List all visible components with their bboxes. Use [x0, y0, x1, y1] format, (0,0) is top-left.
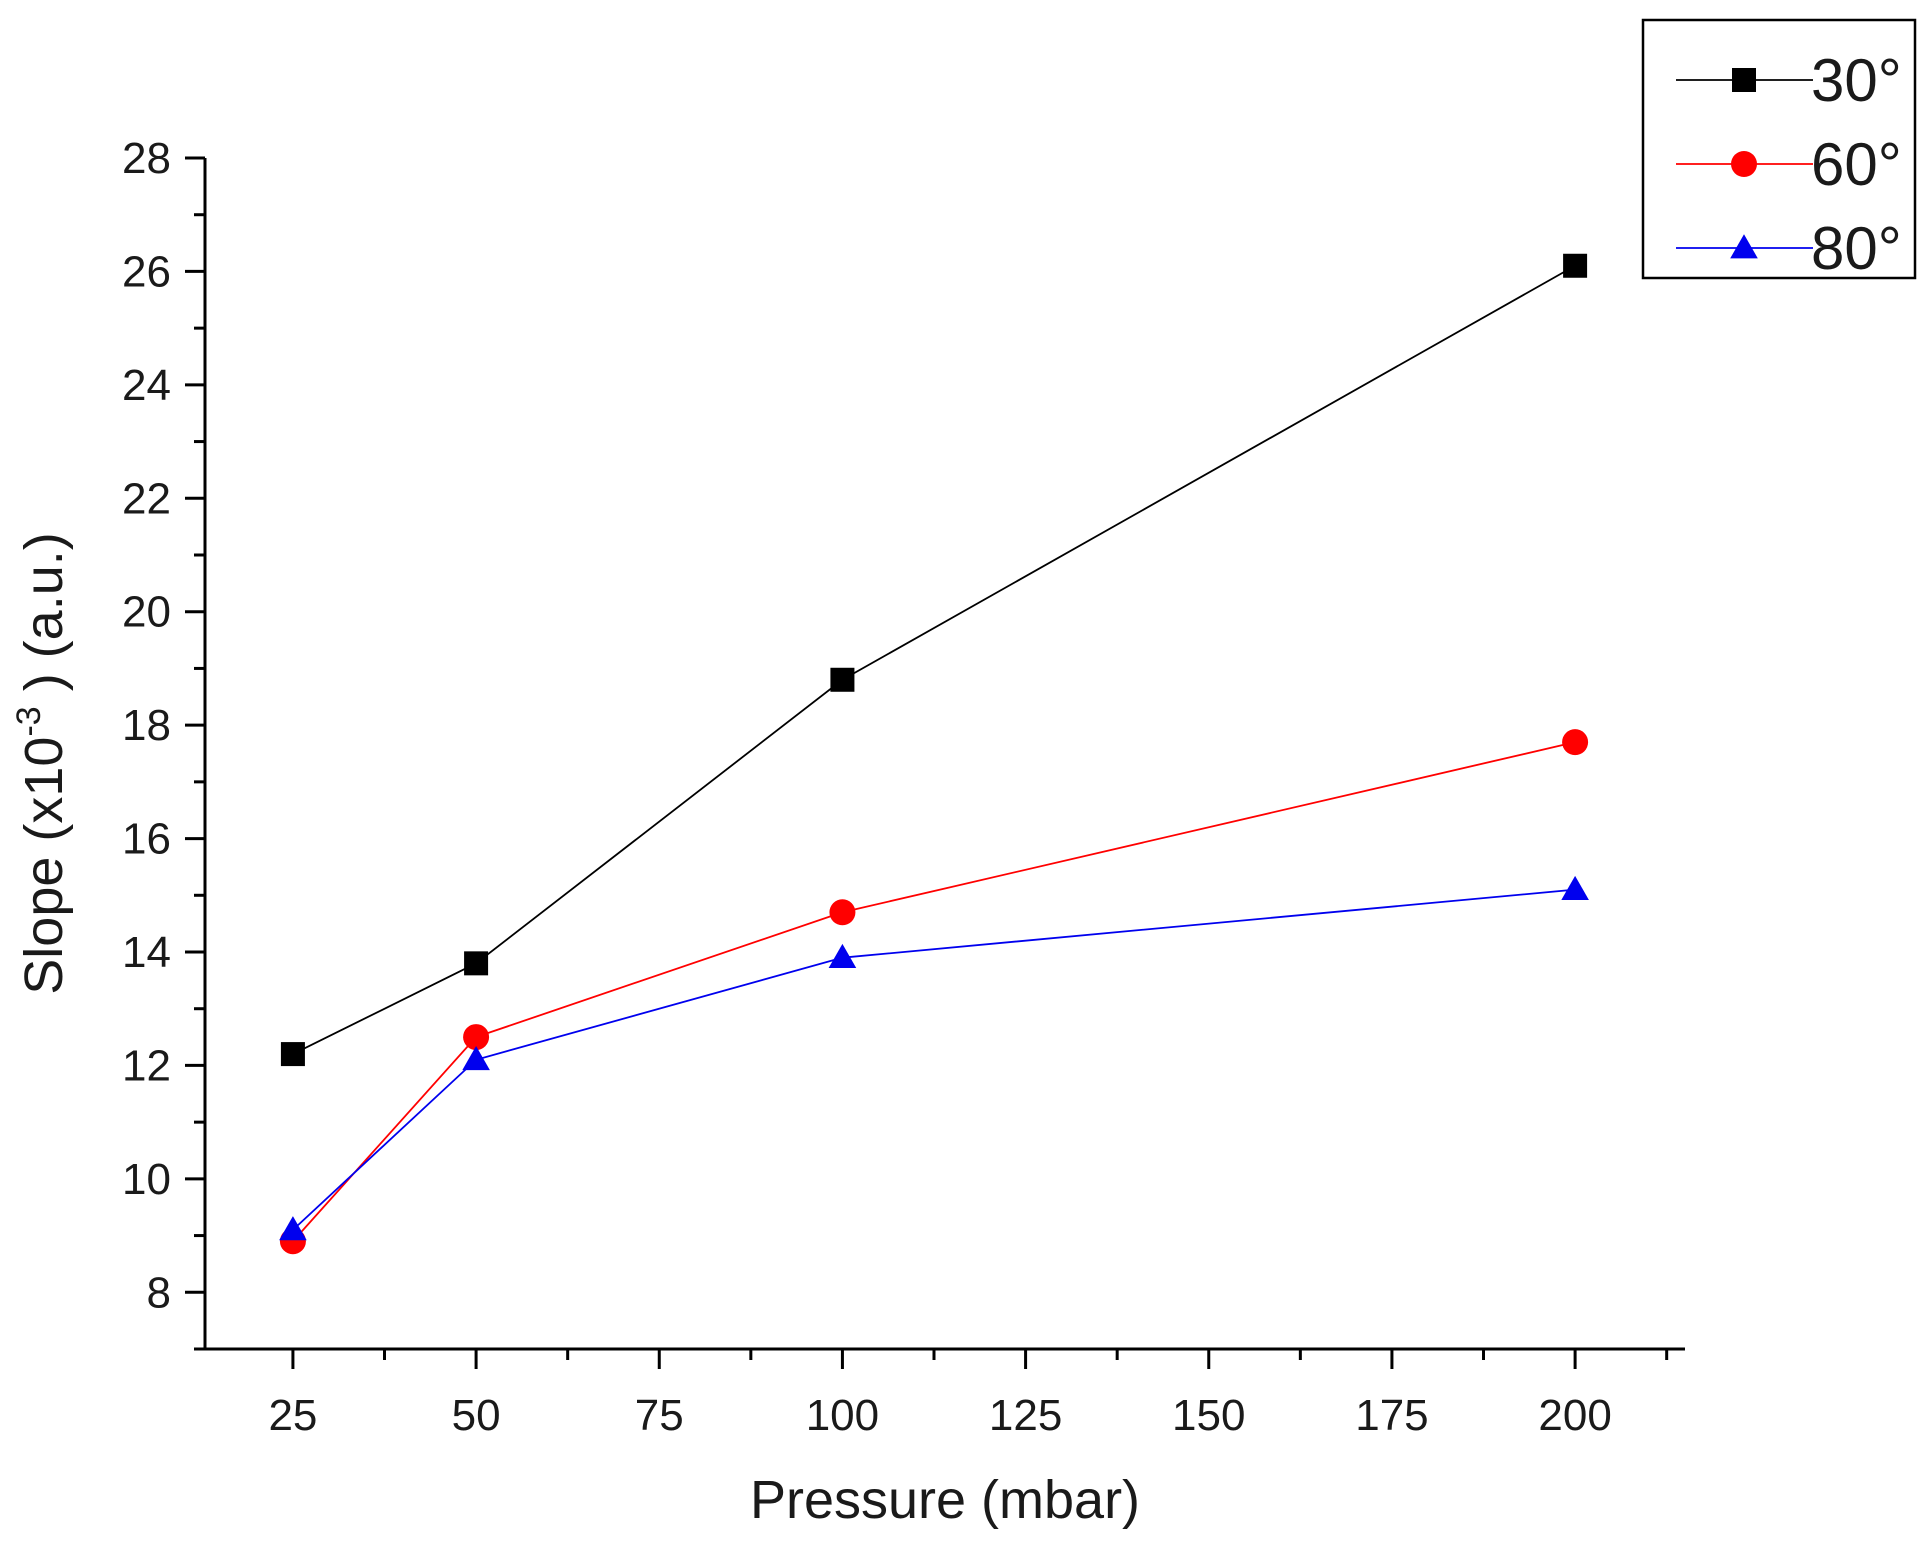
y-tick-label: 12 [122, 1041, 171, 1090]
legend-label: 60° [1811, 131, 1902, 198]
x-axis-ticks: 25 50 75 100 125 150 175 200 [268, 1349, 1669, 1440]
legend-item: 80° [1676, 215, 1902, 282]
series-layer [279, 253, 1589, 1255]
series-line [292, 264, 1576, 1055]
x-tick-label: 50 [452, 1391, 501, 1440]
axes [203, 158, 1685, 1351]
x-tick-label: 200 [1538, 1391, 1611, 1440]
y-axis-title-prefix: Slope (x10 [14, 737, 74, 995]
data-point [464, 951, 489, 976]
y-tick-label: 8 [147, 1268, 171, 1317]
y-tick-label: 26 [122, 247, 171, 296]
x-tick-label: 125 [989, 1391, 1062, 1440]
y-axis-ticks: 8 10 12 14 16 18 20 22 24 26 28 [122, 134, 205, 1351]
x-tick-label: 100 [806, 1391, 879, 1440]
x-axis-title: Pressure (mbar) [750, 1470, 1140, 1530]
series-3 [279, 875, 1589, 1241]
data-point [828, 943, 857, 969]
y-axis-title-exponent: -3 [10, 706, 48, 736]
y-tick-label: 24 [122, 361, 171, 410]
legend-item: 30° [1676, 47, 1902, 114]
data-point [462, 1045, 490, 1071]
x-tick-label: 75 [635, 1391, 684, 1440]
data-point [1561, 875, 1589, 900]
data-point [280, 1042, 305, 1067]
y-tick-label: 10 [122, 1155, 171, 1204]
legend-box [1641, 18, 1917, 280]
y-axis-title: Slope (x10-3 ) (a.u.) [10, 532, 74, 994]
y-tick-label: 18 [122, 701, 171, 750]
series-1 [280, 253, 1588, 1067]
y-tick-label: 14 [122, 928, 171, 977]
data-point [279, 1216, 307, 1241]
legend-item: 60° [1676, 131, 1902, 198]
data-point [463, 1024, 490, 1051]
y-tick-label: 20 [122, 588, 171, 637]
series-line [292, 888, 1576, 1231]
legend-label: 30° [1811, 47, 1902, 114]
series-line [292, 741, 1576, 1242]
data-point [1731, 151, 1757, 177]
y-tick-label: 28 [122, 134, 171, 183]
y-tick-label: 22 [122, 474, 171, 523]
x-tick-label: 175 [1355, 1391, 1428, 1440]
data-point [829, 899, 856, 926]
data-point [830, 667, 855, 692]
series-2 [279, 729, 1589, 1255]
legend-label: 80° [1811, 215, 1902, 282]
data-point [1562, 729, 1589, 756]
data-point [1730, 234, 1758, 259]
legend: 30° 60° 80° [1641, 18, 1917, 282]
data-point [1563, 253, 1588, 278]
data-point [1732, 68, 1756, 92]
x-tick-label: 150 [1172, 1391, 1245, 1440]
y-axis-title-suffix: ) (a.u.) [14, 532, 74, 706]
y-tick-label: 16 [122, 815, 171, 864]
x-tick-label: 25 [268, 1391, 317, 1440]
